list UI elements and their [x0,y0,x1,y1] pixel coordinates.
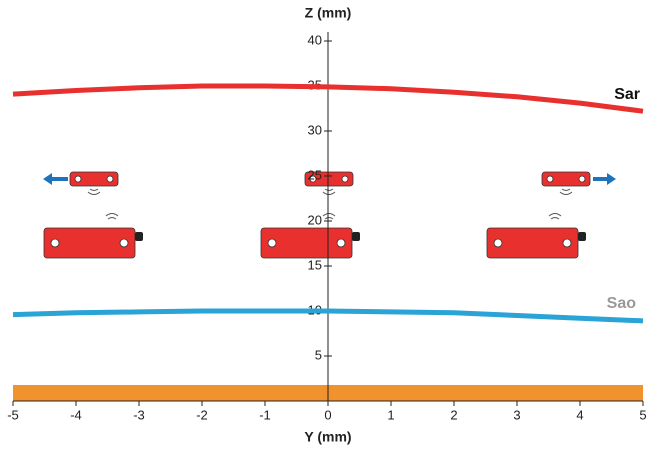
x-tick-label: -2 [196,407,208,422]
x-tick-label: -3 [133,407,145,422]
y-tick-label: 5 [315,347,322,362]
x-tick-label: -1 [259,407,271,422]
x-tick-label: 5 [639,407,646,422]
y-tick-label: 15 [308,257,322,272]
series-label: Sao [607,295,637,312]
x-tick-label: -5 [7,407,19,422]
x-axis-label: Y (mm) [304,429,351,445]
sensors [43,172,616,258]
x-tick-label: 1 [387,407,394,422]
x-tick-label: 0 [324,407,331,422]
y-axis-label: Z (mm) [305,5,352,21]
x-tick-label: -4 [70,407,82,422]
series-label: Sar [614,86,640,103]
y-tick-label: 30 [308,122,322,137]
y-tick-label: 20 [308,212,322,227]
y-tick-label: 25 [308,167,322,182]
y-tick-label: 40 [308,32,322,47]
chart: Z (mm) Y (mm) Sar Sao -5 -4 -3 -2 -1 0 1 2 3 4 5 5 1… [0,0,664,455]
x-tick-label: 3 [513,407,520,422]
x-tick-label: 4 [576,407,583,422]
x-tick-label: 2 [450,407,457,422]
